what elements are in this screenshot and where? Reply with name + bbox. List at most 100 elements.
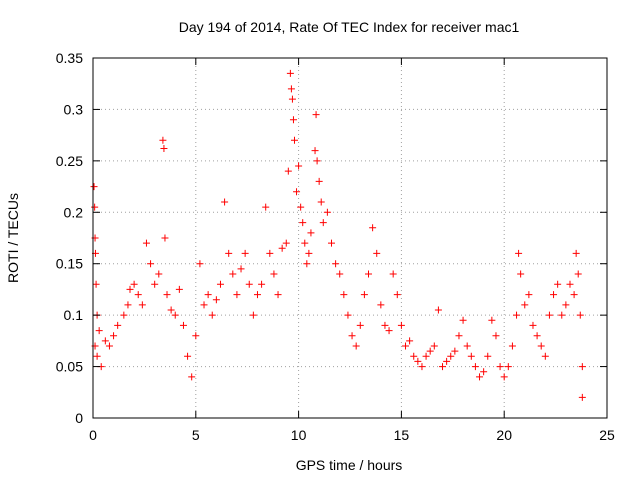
data-point (120, 311, 128, 319)
data-point (517, 270, 525, 278)
data-point (301, 239, 309, 247)
data-point (311, 147, 319, 155)
data-point (90, 183, 98, 191)
data-point (151, 280, 159, 288)
data-point (451, 347, 459, 355)
data-point (327, 239, 335, 247)
data-point (284, 167, 292, 175)
data-point (365, 270, 373, 278)
data-point (184, 352, 192, 360)
data-point (274, 291, 282, 299)
data-point (562, 301, 570, 309)
data-point (93, 352, 101, 360)
data-point (439, 363, 447, 371)
data-point (305, 249, 313, 257)
data-point (297, 203, 305, 211)
data-point (110, 332, 118, 340)
data-point (160, 145, 168, 153)
data-point (91, 203, 99, 211)
data-point (307, 229, 315, 237)
data-point (443, 357, 451, 365)
x-axis-label: GPS time / hours (296, 457, 403, 473)
data-point (319, 219, 327, 227)
data-point (541, 352, 549, 360)
data-point (344, 311, 352, 319)
data-point (393, 291, 401, 299)
data-point (558, 311, 566, 319)
data-point (225, 249, 233, 257)
data-point (105, 342, 113, 350)
data-point (459, 316, 467, 324)
data-points (90, 69, 586, 401)
data-point (270, 270, 278, 278)
data-point (533, 332, 541, 340)
data-point (447, 352, 455, 360)
data-point (418, 363, 426, 371)
data-point (229, 270, 237, 278)
y-tick-label: 0 (75, 410, 83, 426)
y-tick-label: 0.3 (64, 101, 84, 117)
data-point (554, 280, 562, 288)
data-point (188, 373, 196, 381)
data-point (293, 188, 301, 196)
data-point (513, 311, 521, 319)
data-point (402, 342, 410, 350)
data-point (212, 296, 220, 304)
data-point (484, 352, 492, 360)
y-tick-label: 0.05 (56, 359, 83, 375)
data-point (303, 260, 311, 268)
data-point (253, 291, 261, 299)
data-point (323, 208, 331, 216)
data-point (130, 280, 138, 288)
data-point (381, 321, 389, 329)
data-point (467, 352, 475, 360)
data-point (422, 352, 430, 360)
data-point (550, 291, 558, 299)
data-point (430, 342, 438, 350)
data-point (336, 270, 344, 278)
data-point (360, 291, 368, 299)
data-point (138, 301, 146, 309)
data-point (249, 311, 257, 319)
data-point (566, 280, 574, 288)
data-point (410, 352, 418, 360)
data-point (317, 198, 325, 206)
data-point (574, 270, 582, 278)
data-point (578, 393, 586, 401)
data-point (373, 249, 381, 257)
data-point (463, 342, 471, 350)
data-point (492, 332, 500, 340)
data-point (179, 321, 187, 329)
data-point (241, 249, 249, 257)
data-point (356, 321, 364, 329)
data-point (488, 316, 496, 324)
x-tick-label: 10 (291, 427, 307, 443)
data-point (287, 85, 295, 93)
data-point (289, 116, 297, 124)
data-point (167, 306, 175, 314)
data-point (237, 265, 245, 273)
data-point (348, 332, 356, 340)
data-point (262, 203, 270, 211)
data-point (299, 219, 307, 227)
data-point (196, 260, 204, 268)
data-point (525, 291, 533, 299)
data-point (315, 177, 323, 185)
data-point (95, 327, 103, 335)
data-point (572, 249, 580, 257)
data-point (369, 224, 377, 232)
data-point (286, 69, 294, 77)
y-tick-label: 0.2 (64, 204, 84, 220)
data-point (288, 95, 296, 103)
x-tick-label: 25 (599, 427, 615, 443)
data-point (142, 239, 150, 247)
data-point (480, 368, 488, 376)
data-point (208, 311, 216, 319)
axes: 0 5 10 15 20 25 0 0.05 0.1 0.15 0.2 0.25 0.3 0.35 (56, 50, 615, 443)
data-point (200, 301, 208, 309)
data-point (163, 291, 171, 299)
x-tick-label: 15 (394, 427, 410, 443)
x-tick-label: 5 (192, 427, 200, 443)
data-point (155, 270, 163, 278)
